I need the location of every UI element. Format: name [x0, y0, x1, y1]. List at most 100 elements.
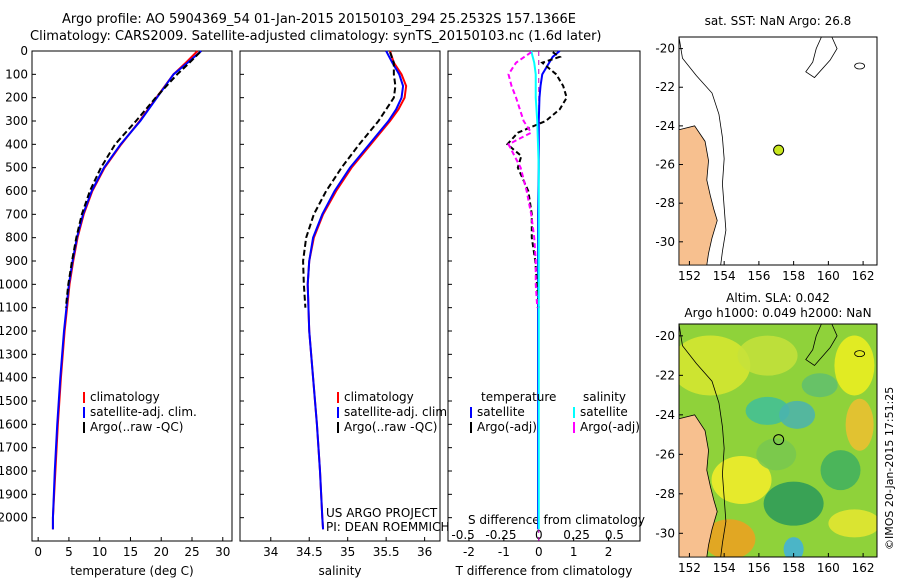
- map-sst-ytick-label: -30: [655, 235, 675, 249]
- header-line2: Climatology: CARS2009. Satellite-adjuste…: [30, 29, 602, 44]
- map-sla-ytick-label: -30: [655, 526, 675, 540]
- temperature-xtick-label: 30: [215, 545, 230, 559]
- map-sst-xtick-label: 158: [782, 269, 805, 283]
- temperature-ytick-label: 1900: [0, 487, 28, 501]
- salinity-legend-label: satellite-adj. clim.: [344, 405, 451, 419]
- difference-xtick-T-label: -2: [463, 545, 475, 559]
- salinity-series-line: [302, 51, 397, 308]
- map-sst-xtick-label: 154: [713, 269, 736, 283]
- map-sla-xtick-label: 156: [747, 561, 770, 575]
- temperature-ytick-label: 1200: [0, 324, 28, 338]
- sla-field: [679, 324, 877, 557]
- temperature-xtick-label: 20: [154, 545, 169, 559]
- map-sla-shelf-contour: [678, 323, 727, 558]
- temperature-ytick-label: 1700: [0, 441, 28, 455]
- difference-xtick-T-label: 2: [605, 545, 613, 559]
- salinity-legend-label: Argo(..raw -QC): [344, 420, 437, 434]
- difference-xtick-T-label: 0: [535, 545, 543, 559]
- temperature-ytick-label: 700: [5, 207, 28, 221]
- temperature-frame: [31, 50, 233, 542]
- sla-anomaly-blob: [745, 396, 790, 425]
- difference-series-line: [505, 51, 568, 308]
- map-sla-ytick-label: -28: [655, 487, 675, 501]
- map-sst-ytick-label: -22: [655, 80, 675, 94]
- temperature-ytick-label: 500: [5, 161, 28, 175]
- map-sla-island: [854, 350, 866, 358]
- temperature-ytick-label: 400: [5, 137, 28, 151]
- temperature-xtick-label: 15: [123, 545, 138, 559]
- sla-anomaly-blob: [801, 373, 838, 398]
- map-sst-xtick-label: 160: [817, 269, 840, 283]
- difference-series-line: [507, 51, 539, 308]
- salinity-xtick-label: 35.5: [373, 545, 400, 559]
- map-sla-argo-point: [773, 434, 785, 446]
- map-sla-xtick-label: 162: [852, 561, 875, 575]
- credit-text: ©IMOS 20-Jan-2015 17:51:25: [883, 387, 896, 550]
- map-sst-title: sat. SST: NaN Argo: 26.8: [705, 14, 852, 28]
- salinity-annotation-line1: US ARGO PROJECT: [326, 506, 438, 520]
- map-sla-reef-contour: [805, 323, 838, 366]
- sla-anomaly-blob: [711, 455, 772, 504]
- temperature-ytick-label: 600: [5, 184, 28, 198]
- temperature-ytick-label: 300: [5, 114, 28, 128]
- salinity-annotation-line2: PI: DEAN ROEMMICH: [326, 520, 449, 534]
- difference-legend-label: satellite: [580, 405, 628, 419]
- difference-xtick-S-label: -0.5: [451, 528, 474, 542]
- sla-anomaly-blob: [679, 335, 751, 396]
- map-sst-reef-contour: [805, 36, 838, 79]
- difference-xtick-S-label: -0.25: [485, 528, 516, 542]
- map-sst-argo-point: [773, 144, 785, 156]
- temperature-ytick-label: 900: [5, 254, 28, 268]
- salinity-xtick-label: 36: [417, 545, 432, 559]
- sla-anomaly-blob: [828, 509, 877, 538]
- difference-xtick-S-label: 0: [535, 528, 543, 542]
- temperature-xtick-label: 10: [92, 545, 107, 559]
- salinity-frame: [239, 50, 441, 542]
- temperature-xtick-label: 5: [65, 545, 73, 559]
- temperature-series-line: [64, 51, 201, 308]
- map-sst-shelf-contour: [678, 36, 727, 266]
- sla-anomaly-blob: [763, 481, 824, 526]
- temperature-ytick-label: 200: [5, 91, 28, 105]
- map-sst-ytick-label: -24: [655, 119, 675, 133]
- difference-top-label: S difference from climatology: [468, 513, 645, 527]
- difference-legend-header-salinity: salinity: [583, 390, 626, 404]
- temperature-ytick-label: 1000: [0, 277, 28, 291]
- temperature-ytick-label: 1800: [0, 464, 28, 478]
- salinity-xtick-label: 35: [340, 545, 355, 559]
- difference-xlabel: T difference from climatology: [455, 564, 633, 578]
- map-sst-land: [678, 125, 718, 266]
- temperature-xlabel: temperature (deg C): [70, 564, 193, 578]
- salinity-series-line: [306, 50, 405, 530]
- map-sla-ytick-label: -22: [655, 368, 675, 382]
- difference-legend-header-temperature: temperature: [481, 390, 556, 404]
- temperature-xtick-label: 0: [34, 545, 42, 559]
- sla-anomaly-blob: [756, 438, 797, 471]
- temperature-xtick-label: 25: [184, 545, 199, 559]
- temperature-ytick-label: 1100: [0, 301, 28, 315]
- map-sst-xtick-label: 152: [678, 269, 701, 283]
- map-sla-xtick-label: 154: [713, 561, 736, 575]
- sla-anomaly-blob: [779, 400, 816, 429]
- salinity-legend-label: climatology: [344, 390, 414, 404]
- salinity-xlabel: salinity: [318, 564, 361, 578]
- map-sst-group: 152 154 156 158 160 162 -20 -22 -24 -26 -28 -30: [655, 36, 878, 283]
- sla-anomaly-blob: [703, 519, 756, 557]
- temperature-ytick-label: 1500: [0, 394, 28, 408]
- difference-series-line: [530, 50, 540, 530]
- temperature-legend-label: climatology: [90, 390, 160, 404]
- difference-xtick-T-label: 1: [570, 545, 578, 559]
- temperature-ytick-label: 1300: [0, 347, 28, 361]
- difference-legend-label: Argo(-adj): [477, 420, 537, 434]
- sla-anomaly-blob: [834, 335, 875, 396]
- temperature-ytick-label: 2000: [0, 511, 28, 525]
- salinity-xtick-label: 34: [263, 545, 278, 559]
- map-sla-xtick-label: 158: [782, 561, 805, 575]
- temperature-ytick-label: 100: [5, 67, 28, 81]
- map-sla-xtick-label: 152: [678, 561, 701, 575]
- temperature-ytick-label: 0: [20, 44, 28, 58]
- difference-legend-label: satellite: [477, 405, 525, 419]
- difference-legend-label: Argo(-adj): [580, 420, 640, 434]
- map-sla-ytick-label: -20: [655, 329, 675, 343]
